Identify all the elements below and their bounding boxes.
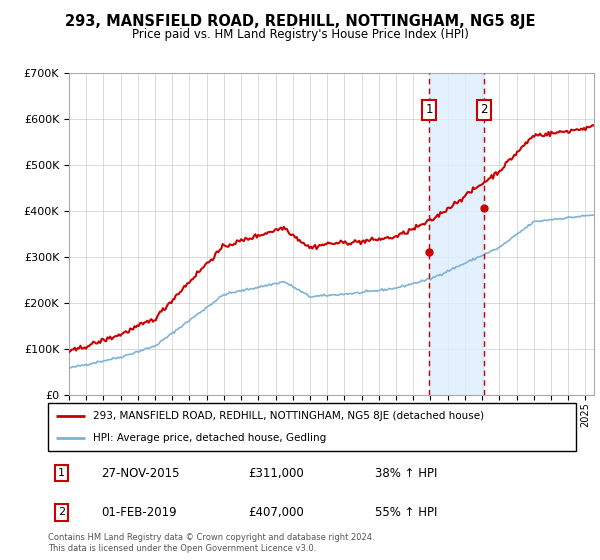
Text: 293, MANSFIELD ROAD, REDHILL, NOTTINGHAM, NG5 8JE (detached house): 293, MANSFIELD ROAD, REDHILL, NOTTINGHAM… bbox=[93, 411, 484, 421]
Text: HPI: Average price, detached house, Gedling: HPI: Average price, detached house, Gedl… bbox=[93, 433, 326, 443]
Text: Contains HM Land Registry data © Crown copyright and database right 2024.
This d: Contains HM Land Registry data © Crown c… bbox=[48, 533, 374, 553]
Text: 01-FEB-2019: 01-FEB-2019 bbox=[101, 506, 176, 519]
Text: 2: 2 bbox=[480, 104, 487, 116]
Text: 1: 1 bbox=[58, 468, 65, 478]
Text: Price paid vs. HM Land Registry's House Price Index (HPI): Price paid vs. HM Land Registry's House … bbox=[131, 28, 469, 41]
Text: 293, MANSFIELD ROAD, REDHILL, NOTTINGHAM, NG5 8JE: 293, MANSFIELD ROAD, REDHILL, NOTTINGHAM… bbox=[65, 14, 535, 29]
Text: 2: 2 bbox=[58, 507, 65, 517]
Text: £311,000: £311,000 bbox=[248, 466, 304, 480]
Text: 1: 1 bbox=[425, 104, 433, 116]
Text: 55% ↑ HPI: 55% ↑ HPI bbox=[376, 506, 438, 519]
Text: £407,000: £407,000 bbox=[248, 506, 304, 519]
Bar bbox=[429, 73, 484, 395]
Text: 27-NOV-2015: 27-NOV-2015 bbox=[101, 466, 179, 480]
Text: 38% ↑ HPI: 38% ↑ HPI bbox=[376, 466, 438, 480]
